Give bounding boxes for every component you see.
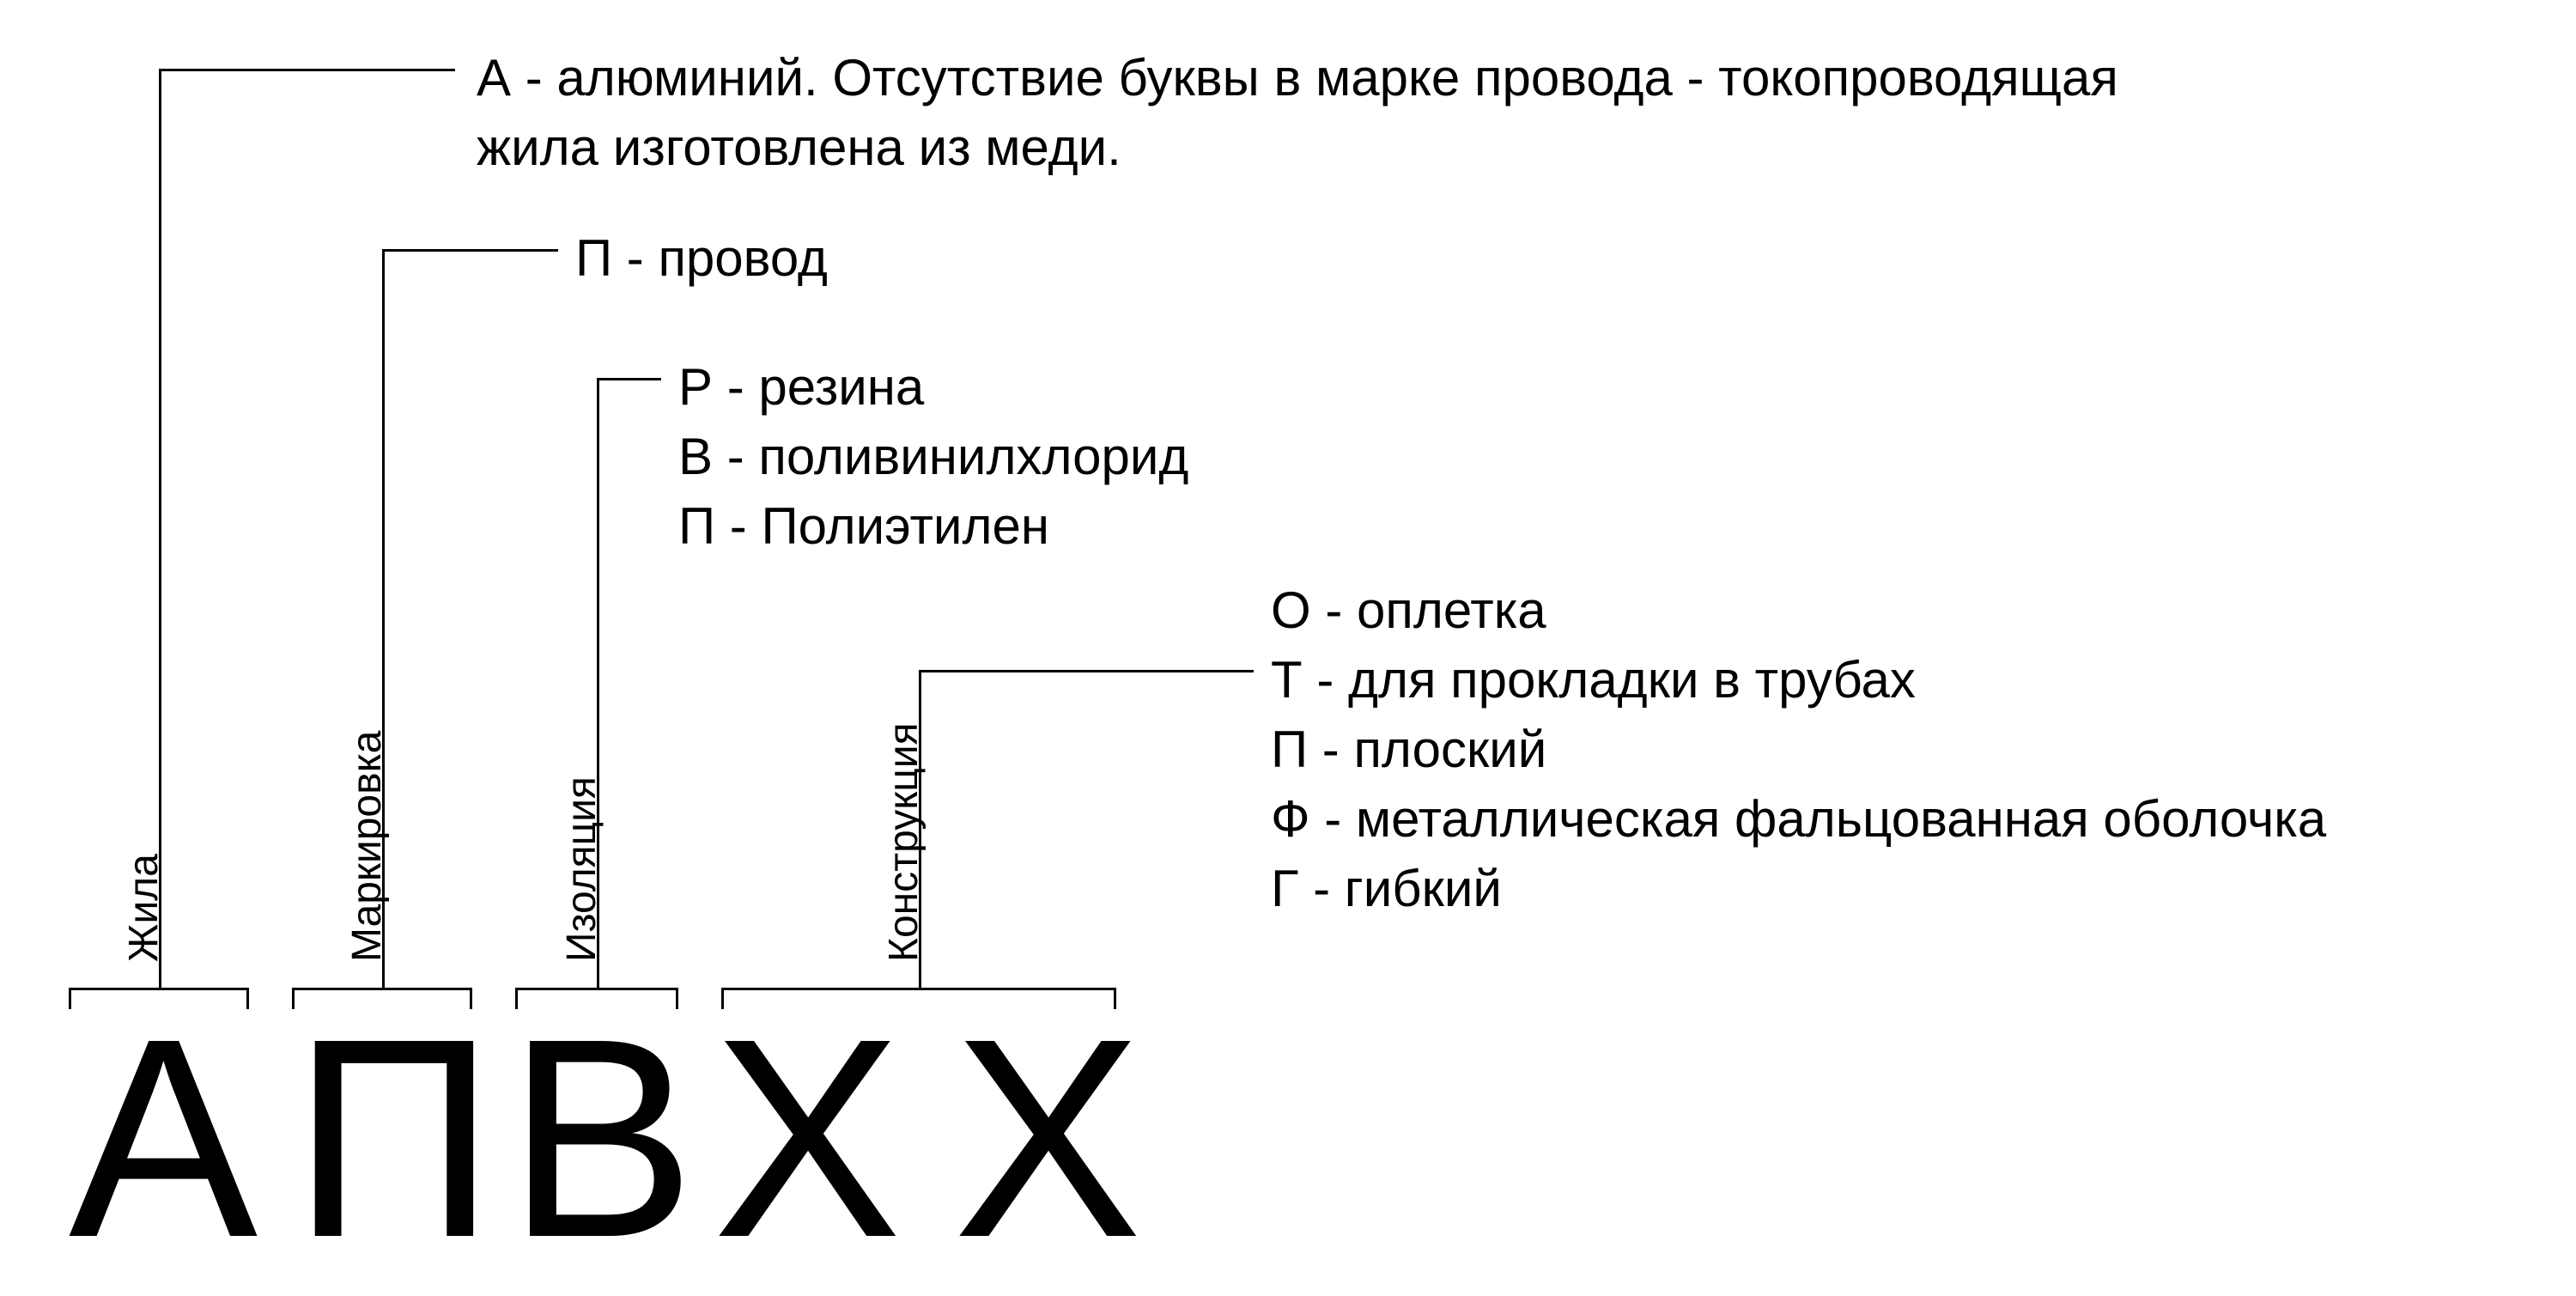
desc-1-line2: жила изготовлена из меди.: [477, 113, 2118, 182]
desc-4-line5: Г - гибкий: [1271, 854, 2326, 923]
letter-5: Х: [953, 996, 1142, 1280]
hline-4: [919, 670, 1254, 672]
desc-3: Р - резина В - поливинилхлорид П - Полиэ…: [678, 352, 1188, 561]
letter-2: П: [292, 996, 495, 1280]
bracket-4-top: [721, 988, 1116, 990]
bracket-4-right: [1114, 988, 1116, 1009]
hline-3: [597, 378, 661, 380]
hline-2: [382, 249, 558, 252]
vlabel-4: Конструкция: [880, 722, 927, 962]
desc-4-line4: Ф - металлическая фальцованная оболочка: [1271, 784, 2326, 854]
bracket-3-top: [515, 988, 678, 990]
vlabel-3: Изоляция: [558, 776, 605, 962]
bracket-1-top: [69, 988, 249, 990]
bracket-2-right: [470, 988, 472, 1009]
vline-1: [159, 69, 161, 988]
desc-4-line3: П - плоский: [1271, 715, 2326, 784]
letter-1: А: [69, 996, 258, 1280]
bracket-2-top: [292, 988, 472, 990]
desc-4-line1: О - оплетка: [1271, 575, 2326, 645]
vlabel-1: Жила: [120, 854, 167, 962]
desc-1: А - алюминий. Отсутствие буквы в марке п…: [477, 43, 2118, 182]
bracket-1-left: [69, 988, 71, 1009]
diagram-stage: А П В Х Х Жила Маркировка Изоляция Конст…: [0, 0, 2576, 1288]
bracket-3-left: [515, 988, 518, 1009]
desc-2: П - провод: [575, 223, 828, 293]
desc-1-line1: А - алюминий. Отсутствие буквы в марке п…: [477, 43, 2118, 113]
bracket-2-left: [292, 988, 295, 1009]
desc-4: О - оплетка Т - для прокладки в трубах П…: [1271, 575, 2326, 923]
letter-3: В: [507, 996, 696, 1280]
bracket-3-right: [676, 988, 678, 1009]
bracket-4-left: [721, 988, 724, 1009]
hline-1: [159, 69, 455, 71]
desc-3-line1: Р - резина: [678, 352, 1188, 422]
desc-3-line3: П - Полиэтилен: [678, 491, 1188, 561]
bracket-1-right: [246, 988, 249, 1009]
letter-4: Х: [713, 996, 902, 1280]
desc-4-line2: Т - для прокладки в трубах: [1271, 645, 2326, 715]
vlabel-2: Маркировка: [343, 731, 391, 962]
desc-3-line2: В - поливинилхлорид: [678, 422, 1188, 491]
